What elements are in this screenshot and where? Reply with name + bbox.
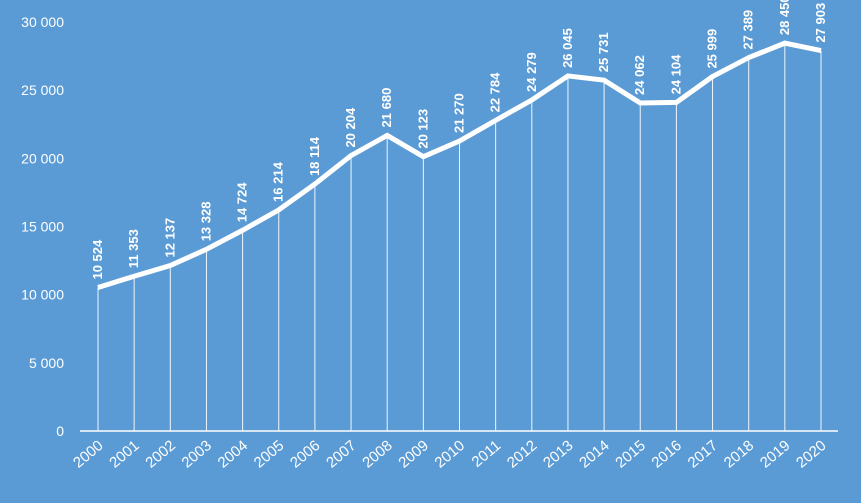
x-tick-label: 2014 [576,437,612,471]
x-tick-label: 2001 [106,437,142,471]
x-tick-label: 2008 [359,437,395,471]
data-label: 25 731 [596,32,611,72]
data-label: 11 353 [126,229,141,268]
y-tick-label: 20 000 [21,150,64,166]
data-label: 28 450 [777,0,792,35]
y-tick-label: 0 [56,423,64,439]
x-tick-label: 2013 [540,437,576,471]
y-axis-ticks: 0 5 000 10 000 15 000 20 000 25 000 30 000 [21,14,64,439]
data-label: 24 062 [632,55,647,95]
x-tick-label: 2000 [70,437,106,471]
data-label: 20 204 [343,107,358,148]
data-label: 27 389 [741,10,756,50]
x-tick-label: 2005 [251,437,287,471]
y-tick-label: 25 000 [21,82,64,98]
data-label: 25 999 [705,29,720,69]
x-tick-label: 2019 [757,437,793,471]
y-tick-label: 30 000 [21,14,64,30]
drop-lines [97,43,822,431]
x-tick-label: 2020 [793,437,829,471]
x-tick-label: 2003 [179,437,215,471]
data-label: 10 524 [90,239,105,280]
x-tick-label: 2015 [612,437,648,471]
series-line [97,40,822,290]
y-tick-label: 10 000 [21,287,64,303]
x-tick-label: 2010 [432,437,468,471]
x-tick-label: 2016 [648,437,684,471]
data-label: 18 114 [307,136,322,176]
x-tick-label: 2017 [685,437,721,471]
data-labels: 10 524 11 353 12 137 13 328 14 724 16 214 18 1… [90,0,828,280]
x-tick-label: 2012 [504,437,540,471]
x-tick-label: 2011 [469,437,505,471]
data-label: 22 784 [488,72,503,113]
data-label: 13 328 [198,202,213,242]
data-label: 24 104 [668,54,683,95]
data-label: 16 214 [271,161,286,202]
x-tick-label: 2006 [287,437,323,471]
x-axis-ticks: 2000 2001 2002 2003 2004 2005 2006 2007 2008 2009… [70,437,829,471]
y-tick-label: 5 000 [29,355,64,371]
data-label: 21 680 [379,88,394,128]
data-label: 24 279 [524,52,539,92]
x-tick-label: 2007 [323,437,359,471]
data-label: 14 724 [235,182,250,223]
x-tick-label: 2018 [721,437,757,471]
data-label: 12 137 [162,218,177,258]
x-tick-label: 2002 [142,437,178,471]
y-tick-label: 15 000 [21,219,64,235]
x-tick-label: 2004 [215,437,251,471]
x-tick-label: 2009 [395,437,431,471]
data-label: 26 045 [560,28,575,68]
data-label: 21 270 [452,93,467,133]
data-label: 27 903 [813,3,828,43]
data-label: 20 123 [415,109,430,149]
